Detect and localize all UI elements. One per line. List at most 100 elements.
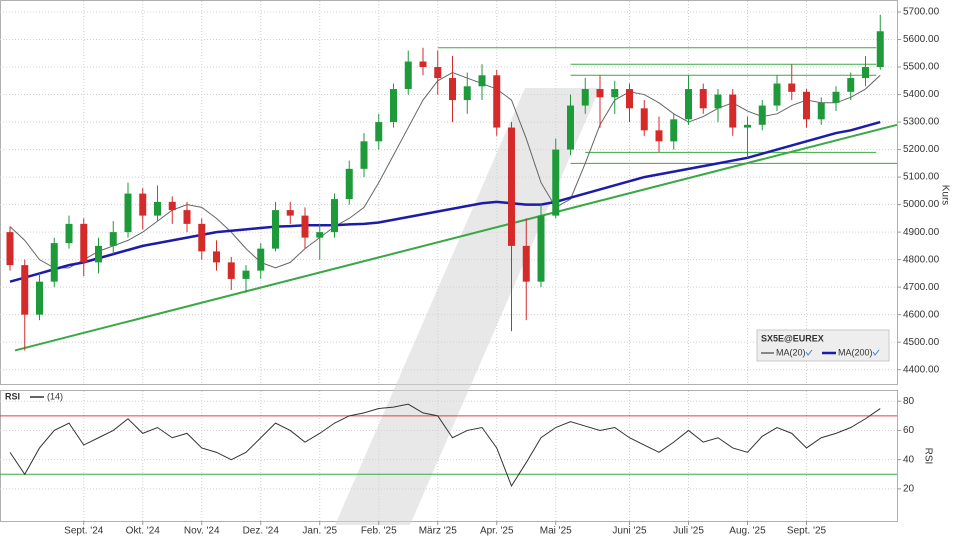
candle-body [50,243,58,282]
candle-body [301,215,309,238]
line-series [9,120,881,283]
y-tick-label: 5600.00 [903,34,940,45]
marks [0,14,898,488]
candle-body [124,193,132,233]
candle-body [95,245,102,263]
legend-box [756,329,890,362]
candle-body [537,215,545,282]
y-tick-label: 5100.00 [903,172,940,183]
x-tick-label: Mai '25 [540,526,572,537]
candle-body [567,105,574,150]
candle-body [552,149,560,216]
candle-body [744,124,751,128]
y-tick-label: 80 [903,396,915,407]
candle-body [758,105,766,125]
candle-body [80,223,88,263]
line-series [9,403,881,488]
candle-body [596,89,604,98]
y-tick-label: 40 [903,454,915,465]
candle-body [478,75,486,87]
candle-body [685,89,692,120]
candle-body [847,78,855,92]
candle-body [139,193,147,216]
candle-body [493,75,501,128]
candle-body [375,122,383,142]
candle-body [729,94,737,128]
check-icon[interactable] [872,349,880,356]
y-tick-label: 5700.00 [903,7,940,18]
y-tick-label: 5300.00 [903,117,940,128]
candle-body [699,89,707,109]
candle-body [183,210,191,224]
legend-label: (14) [47,391,63,401]
x-tick-label: Okt. '24 [126,526,161,537]
candle-body [331,199,338,233]
rsi-legend: RSI (14) [5,391,63,401]
y-tick-label: 4700.00 [903,282,940,293]
candle-body [345,168,353,200]
candle-body [21,265,29,315]
candle-body [655,130,663,142]
candle-body [286,210,294,216]
x-tick-label: Nov. '24 [184,526,220,537]
x-tick-label: Dez. '24 [243,526,280,537]
x-tick-label: Sept. '25 [787,526,827,537]
y-tick-label: 5500.00 [903,62,940,73]
candle-body [670,119,678,142]
candle-body [390,89,397,123]
legend-label: MA(200) [838,347,873,357]
y-tick-label: 4900.00 [903,227,940,238]
candle-body [36,281,43,315]
x-tick-label: Sept. '24 [64,526,104,537]
candle-body [876,31,884,68]
y-tick-label: 4400.00 [903,364,940,375]
candle-body [611,89,619,98]
candle-body [640,108,648,131]
legend-title: SX5E@EUREX [761,333,824,343]
candle-body [419,61,427,68]
candle-body [626,89,633,109]
y-tick-label: 5200.00 [903,144,940,155]
candle-body [198,223,206,252]
y-tick-label: 60 [903,425,915,436]
y-tick-label: 5400.00 [903,89,940,100]
candle-body [832,91,840,103]
candle-body [788,83,796,92]
x-tick-label: Apr. '25 [480,526,514,537]
candle-body [316,232,324,238]
candle-body [773,83,781,106]
x-tick-label: Aug. '25 [729,526,766,537]
legend-label: MA(20) [776,347,806,357]
candle-body [242,270,250,279]
candle-body [449,78,456,101]
y-axis-label: RSI [922,448,933,465]
y-tick-label: 4800.00 [903,254,940,265]
y-tick-label: 4600.00 [903,309,940,320]
candle-body [213,251,220,263]
candle-body [227,262,235,279]
candle-body [581,89,589,106]
check-icon[interactable] [805,349,813,356]
candle-body [434,67,442,79]
y-tick-label: 4500.00 [903,337,940,348]
candle-body [714,94,722,109]
candle-body [257,248,265,271]
candle-body [463,86,471,101]
candle-body [508,127,515,246]
candle-body [6,232,14,266]
trendline [14,123,898,352]
candle-body [168,201,176,211]
x-tick-label: Juli '25 [673,526,704,537]
y-tick-label: 5000.00 [903,199,940,210]
x-tick-label: Jan. '25 [302,526,337,537]
candle-body [272,210,279,249]
x-tick-label: Juni '25 [612,526,647,537]
candle-body [109,232,117,246]
candle-body [360,141,368,169]
x-tick-label: Feb. '25 [361,526,397,537]
candle-body [817,102,825,120]
y-axis-label: Kurs [939,185,950,206]
legend: SX5E@EUREX MA(20) MA(200) [756,329,890,362]
